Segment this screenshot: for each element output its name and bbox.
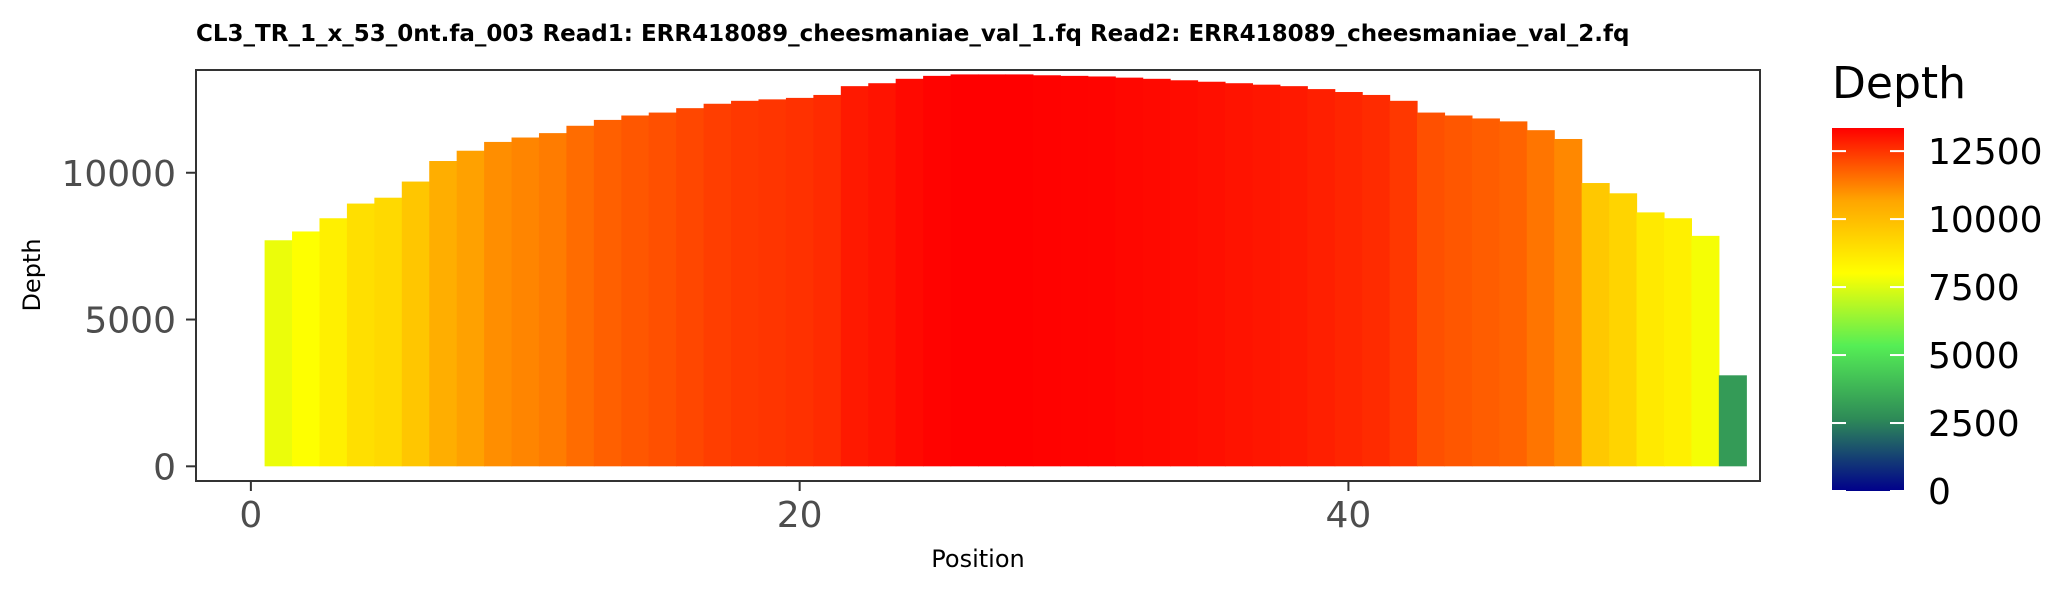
bar bbox=[978, 74, 1007, 467]
bar bbox=[1005, 74, 1034, 467]
legend-label: 5000 bbox=[1928, 336, 2020, 377]
bar bbox=[1444, 115, 1473, 467]
bar bbox=[1609, 193, 1638, 467]
bar bbox=[1471, 118, 1500, 467]
bar bbox=[1718, 375, 1747, 467]
bar bbox=[785, 97, 814, 467]
bar bbox=[1170, 80, 1199, 467]
legend-label: 10000 bbox=[1928, 200, 2043, 241]
bar bbox=[1224, 83, 1253, 467]
bar bbox=[1581, 183, 1610, 467]
legend: 0 2500 5000 7500 10000 12500 bbox=[1832, 132, 2043, 513]
legend-title: Depth bbox=[1832, 58, 1966, 109]
bar bbox=[1115, 77, 1144, 467]
x-tick-label: 0 bbox=[239, 495, 262, 536]
x-axis: 0 20 40 bbox=[239, 481, 1371, 536]
x-axis-title: Position bbox=[931, 545, 1024, 573]
bar bbox=[456, 150, 485, 467]
x-tick-label: 20 bbox=[777, 495, 823, 536]
bar bbox=[1691, 235, 1720, 467]
plot-panel-border bbox=[195, 69, 1761, 482]
bar bbox=[538, 133, 568, 467]
y-tick-label: 5000 bbox=[84, 301, 176, 342]
bar bbox=[1252, 84, 1281, 467]
bar bbox=[950, 74, 979, 467]
legend-label: 7500 bbox=[1928, 268, 2020, 309]
bar bbox=[566, 125, 595, 467]
bar bbox=[1554, 138, 1583, 467]
bar bbox=[1334, 92, 1363, 467]
bar bbox=[758, 99, 787, 467]
bar bbox=[868, 83, 897, 467]
bar bbox=[648, 112, 677, 467]
bar bbox=[1389, 100, 1418, 467]
bar bbox=[484, 141, 513, 467]
bar bbox=[319, 218, 348, 467]
bar bbox=[923, 75, 952, 467]
bar bbox=[264, 240, 293, 467]
bar bbox=[840, 86, 869, 467]
bar-group bbox=[264, 74, 1747, 467]
legend-label: 2500 bbox=[1928, 404, 2020, 445]
bar bbox=[1636, 212, 1665, 467]
bar bbox=[1362, 94, 1391, 467]
bar bbox=[593, 119, 622, 467]
bar bbox=[1060, 75, 1089, 467]
legend-colorbar bbox=[1832, 128, 1904, 491]
y-axis-title: Depth bbox=[18, 238, 46, 311]
bar bbox=[1279, 86, 1308, 467]
bar bbox=[1526, 130, 1555, 467]
bar bbox=[1307, 89, 1336, 467]
bar bbox=[1142, 78, 1171, 467]
bar bbox=[895, 78, 924, 467]
bar bbox=[1499, 121, 1528, 467]
chart-title: CL3_TR_1_x_53_0nt.fa_003 Read1: ERR41808… bbox=[196, 21, 1630, 47]
bar bbox=[346, 203, 375, 467]
bar bbox=[676, 108, 705, 467]
bar bbox=[401, 181, 430, 467]
x-tick-label: 40 bbox=[1326, 495, 1372, 536]
bar bbox=[1663, 218, 1692, 467]
bar bbox=[292, 231, 321, 467]
bar bbox=[374, 197, 403, 467]
bar bbox=[703, 103, 732, 467]
legend-label: 12500 bbox=[1928, 132, 2043, 173]
bar bbox=[1197, 81, 1226, 467]
y-axis: 0 5000 10000 bbox=[61, 154, 196, 488]
bar bbox=[1087, 76, 1116, 467]
y-tick-label: 0 bbox=[153, 447, 176, 488]
bar bbox=[813, 94, 842, 467]
legend-label: 0 bbox=[1928, 472, 1951, 513]
bar bbox=[731, 100, 760, 467]
bar bbox=[429, 161, 458, 467]
y-tick-label: 10000 bbox=[61, 154, 176, 195]
bar bbox=[1032, 75, 1061, 467]
bar bbox=[1417, 112, 1446, 467]
bar bbox=[511, 137, 540, 467]
bar bbox=[621, 115, 650, 467]
